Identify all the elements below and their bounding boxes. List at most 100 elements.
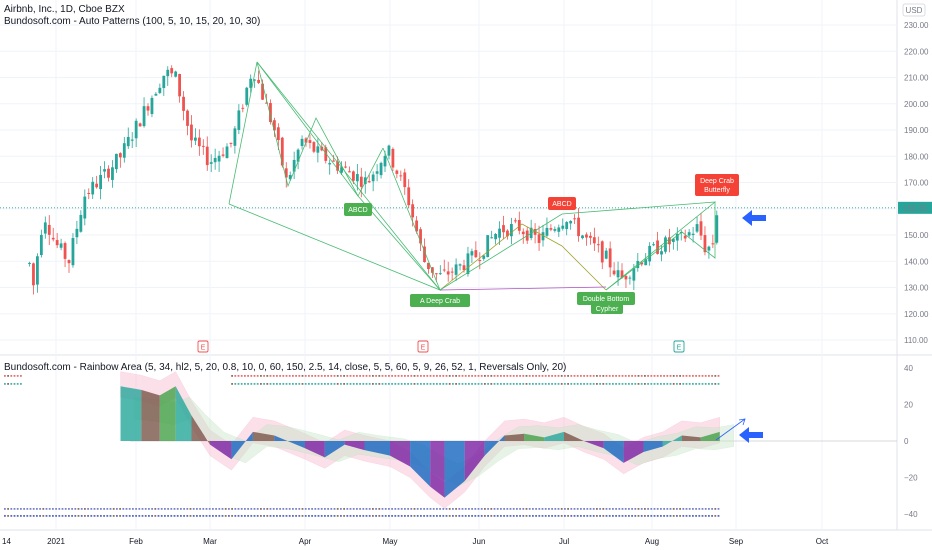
candle (624, 274, 628, 288)
pattern-abcd-1-lines-b (256, 61, 384, 197)
oscillator-area-segment (252, 431, 275, 441)
candle (533, 223, 537, 244)
candle (683, 229, 687, 243)
signal-dot-row (4, 375, 720, 377)
oscillator-envelope (120, 371, 720, 509)
candle (146, 103, 150, 116)
candle (355, 163, 359, 191)
candle (162, 75, 166, 96)
candle (296, 148, 300, 170)
last-price-badge[interactable]: 160.35 (898, 201, 932, 214)
pattern-crab-butterfly-lines-b (605, 202, 716, 291)
oscillator-area-segment (544, 431, 564, 441)
pattern-label-deep-crab-butterfly[interactable]: Deep Crab Butterfly (695, 174, 739, 196)
oscillator-title[interactable]: Bundosoft.com - Rainbow Area (5, 34, hl2… (4, 362, 566, 373)
time-tick-label: 14 (2, 537, 11, 546)
candle (221, 147, 225, 158)
auto-patterns (228, 61, 717, 291)
candle (521, 228, 525, 244)
candle (608, 241, 612, 278)
oscillator-area-segment (623, 441, 644, 463)
candle (115, 153, 118, 173)
candle (158, 83, 162, 95)
candle (537, 225, 541, 251)
candle (249, 74, 253, 94)
candle (592, 227, 596, 251)
candle (32, 262, 35, 295)
earnings-marker-icon[interactable]: E (197, 340, 209, 353)
price-tick-label: 200.00 (904, 100, 929, 109)
candle (407, 179, 411, 208)
candle (367, 174, 371, 183)
currency-badge[interactable]: USD (902, 3, 926, 17)
candle (75, 220, 79, 245)
candle (67, 259, 71, 273)
pattern-abcd-1-lines (228, 61, 359, 205)
candle (205, 136, 209, 171)
indicator-title[interactable]: Bundosoft.com - Auto Patterns (100, 5, 1… (4, 16, 260, 27)
candle (288, 171, 292, 181)
candle (209, 154, 213, 173)
candle (675, 227, 679, 251)
price-tick-label: 190.00 (904, 126, 929, 135)
candle (691, 227, 695, 243)
price-axis-panel[interactable] (897, 0, 932, 530)
candle (225, 143, 229, 159)
candle (486, 235, 490, 258)
time-tick-label: Jul (559, 537, 569, 546)
candle (513, 217, 517, 224)
candle (379, 161, 383, 179)
pattern-abcd-2-lines (439, 223, 607, 291)
time-tick-label: Apr (299, 537, 312, 546)
candle (269, 99, 272, 125)
oscillator-area-segment (564, 431, 584, 441)
pattern-label-double-bottom[interactable]: Double Bottom (577, 292, 635, 305)
pattern-label-abcd-2[interactable]: ABCD (548, 197, 576, 210)
candle (506, 229, 509, 240)
candle (284, 162, 288, 188)
time-tick-label: May (382, 537, 397, 546)
earnings-marker-icon[interactable]: E (673, 340, 685, 353)
oscillator-area-segment (504, 433, 525, 441)
candle (648, 242, 652, 266)
candle (600, 240, 604, 270)
time-tick-label: Sep (729, 537, 744, 546)
svg-text:E: E (421, 345, 426, 352)
candle (565, 221, 569, 236)
candle (549, 224, 553, 232)
candle (122, 137, 126, 163)
candle (403, 168, 407, 195)
svg-text:Cypher: Cypher (596, 306, 619, 313)
candle (186, 109, 189, 136)
candle (138, 122, 142, 127)
candle (458, 263, 462, 271)
oscillator-area-segment (484, 435, 505, 456)
svg-text:ABCD: ABCD (348, 207, 367, 214)
candle (596, 236, 600, 253)
candle (111, 160, 114, 188)
candle (711, 234, 715, 249)
candle (604, 247, 608, 260)
candle (470, 248, 474, 264)
candle (589, 232, 592, 245)
candle (482, 255, 486, 261)
earnings-marker-icon[interactable]: E (417, 340, 429, 353)
oscillator-area-segment (364, 441, 390, 456)
candle (39, 229, 43, 258)
candle (517, 211, 521, 235)
pattern-label-deep-crab-1[interactable]: A Deep Crab (410, 294, 470, 307)
oscillator-area-segment (274, 435, 305, 449)
oscillator-tick-label: 20 (904, 401, 913, 410)
symbol-title[interactable]: Airbnb, Inc., 1D, Cboe BZX (4, 4, 125, 15)
oscillator-area-segment (410, 441, 431, 487)
candle (233, 125, 237, 154)
pattern-deep-crab-1-lines (228, 61, 442, 291)
candle (150, 95, 154, 118)
pattern-label-cypher[interactable]: Cypher (591, 303, 623, 314)
candle (134, 118, 138, 147)
candle (253, 78, 257, 88)
pattern-label-abcd-1[interactable]: ABCD (344, 203, 372, 216)
